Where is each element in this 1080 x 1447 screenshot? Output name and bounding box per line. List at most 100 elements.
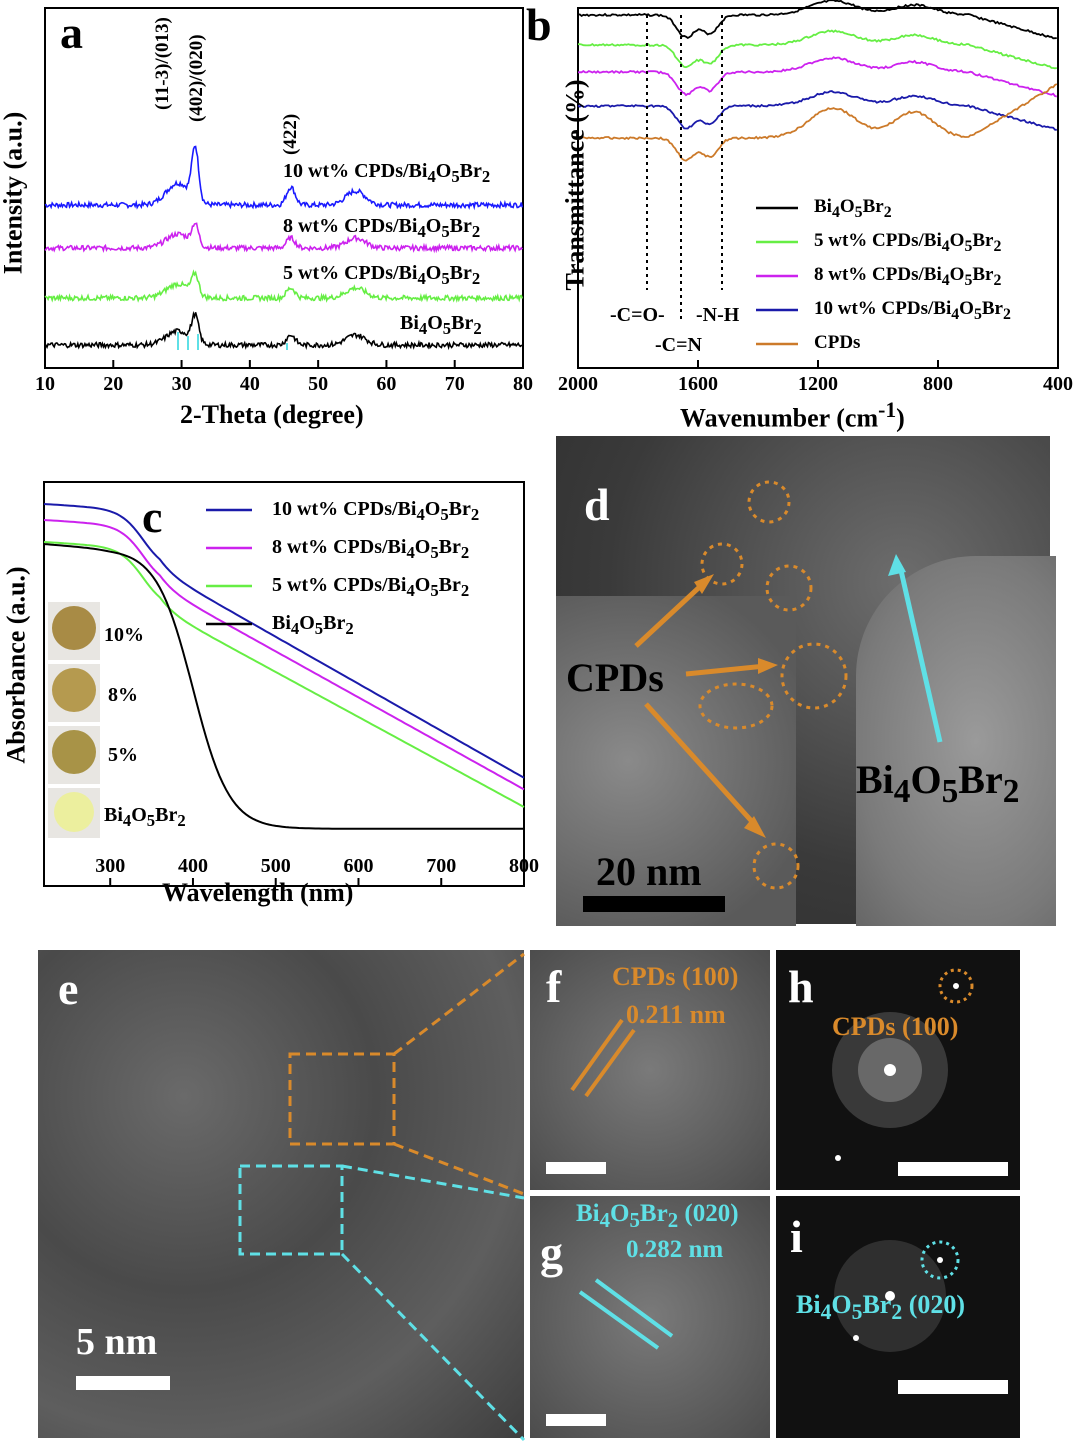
uvvis-ticks: 300 400 500 600 700 800 [95,855,539,886]
xrd-tick-label: 70 [445,373,465,395]
uvvis-chart: 300 400 500 600 700 800 [43,481,539,887]
uvvis-xlabel: Wavelength (nm) [162,878,354,907]
ftir-series-3 [577,90,1057,131]
xrd-tick-label: 30 [172,373,192,395]
uvvis-tick-label: 700 [426,855,456,877]
i-plane-label: Bi4O5Br2 (020) [796,1290,966,1325]
ftir-ticks: 2000 1600 1200 800 400 [558,360,1073,395]
xrd-series-label-5: 5 wt% CPDs/Bi4O5Br2 [283,262,481,288]
scale-bar-e [76,1376,170,1390]
xrd-series-2 [44,269,524,304]
ftir-series-4 [577,83,1058,162]
ftir-legend-0: Bi4O5Br2 [814,196,892,221]
xrd-chart: 10 20 30 40 50 60 70 80 [35,7,533,395]
xrd-series-group [44,145,524,351]
ftir-ylabel: Transmittance (%) [560,79,590,291]
f-plane-label: CPDs (100) [612,962,739,991]
photo-label-10: 10% [104,624,144,646]
uvvis-tick-label: 600 [343,855,373,877]
uvvis-series-0 [43,503,525,779]
uvvis-legend-2: 5 wt% CPDs/Bi4O5Br2 [272,574,470,600]
xrd-series-label-10: 10 wt% CPDs/Bi4O5Br2 [283,160,491,186]
xrd-series-1 [44,222,523,254]
xrd-xlabel: 2-Theta (degree) [180,400,364,429]
ftir-tick-label: 800 [923,373,953,395]
xrd-series-label-bi: Bi4O5Br2 [400,312,482,338]
ftir-legend-4: CPDs [814,332,861,353]
ftir-tick-label: 1600 [678,373,718,395]
xrd-tick-label: 20 [103,373,123,395]
panel-e-letter: e [58,963,79,1014]
sample-photos [48,602,100,838]
i-annotations [834,1240,1008,1394]
ftir-tick-label: 1200 [798,373,838,395]
panel-g-letter: g [540,1227,563,1278]
ftir-bond-co: -C=O- [610,304,665,326]
scale-bar-f [546,1162,606,1174]
xrd-tick-label: 50 [308,373,328,395]
uvvis-tick-label: 800 [509,855,539,877]
photo-label-8: 8% [108,684,138,706]
orange-zoom-box [288,1052,396,1146]
ftir-series-2 [577,56,1057,98]
h-annotations [832,968,1008,1176]
hrtem-e-annotations [76,952,526,1442]
uvvis-legend-3: Bi4O5Br2 [272,612,354,638]
cpd-circles [698,480,848,890]
uvvis-series-group [43,503,525,830]
xrd-tick-label: 80 [513,373,533,395]
ftir-series-0 [577,0,1057,40]
xrd-tick-label: 10 [35,373,55,395]
ftir-bond-nh: -N-H [696,304,740,326]
ftir-legend-3: 10 wt% CPDs/Bi4O5Br2 [814,298,1011,323]
f-spacing-label: 0.211 nm [626,1000,726,1029]
g-spacing-label: 0.282 nm [626,1236,724,1263]
ftir-series-1 [577,29,1057,70]
panel-i-letter: i [790,1211,803,1262]
tem-image-d [556,436,1056,926]
hrtem-image-g [530,1196,770,1438]
uvvis-ylabel: Absorbance (a.u.) [1,566,31,764]
bi4o5br2-particle-region [856,556,1056,926]
panel-c-letter: c [142,491,163,542]
uvvis-tick-label: 400 [178,855,208,877]
ftir-tick-label: 2000 [558,373,598,395]
g-annotations [546,1278,674,1426]
tem-d-cpds-label: CPDs [566,655,664,700]
uvvis-plot-frame [43,481,525,887]
scale-bar-d [583,896,725,912]
ftir-series-group [577,0,1058,162]
photo-label-bi: Bi4O5Br2 [104,804,186,830]
ftir-tick-label: 400 [1043,373,1073,395]
tem-d-scale-text: 20 nm [596,849,702,894]
panel-d-letter: d [584,479,610,530]
ftir-xlabel: Wavenumber (cm-1) [680,398,905,433]
panel-a-letter: a [60,7,83,58]
ftir-bond-guides [646,15,723,320]
xrd-ticks: 10 20 30 40 50 60 70 80 [35,360,533,395]
cyan-zoom-box [238,1164,344,1256]
xrd-tick-label: 60 [376,373,396,395]
scale-bar-h [898,1162,1008,1176]
xrd-tick-label: 40 [240,373,260,395]
panel-b-letter: b [526,0,552,50]
xrd-plot-frame [44,7,524,369]
xrd-reference-sticks [177,332,288,350]
bi-arrow [897,565,943,743]
f-annotations [546,1018,636,1174]
ftir-legend [756,206,798,346]
ftir-legend-2: 8 wt% CPDs/Bi4O5Br2 [814,264,1002,289]
ftir-bond-cn: -C=N [655,334,702,356]
scale-bar-g [546,1414,606,1426]
uvvis-legend-0: 10 wt% CPDs/Bi4O5Br2 [272,498,480,524]
xrd-series-0 [44,145,524,211]
panel-h-letter: h [788,961,814,1012]
tem-e-scale-text: 5 nm [76,1321,158,1363]
ftir-chart: 2000 1600 1200 800 400 [558,0,1073,395]
g-plane-label: Bi4O5Br2 (020) [576,1200,739,1232]
scale-bar-i [898,1380,1008,1394]
uvvis-tick-label: 300 [95,855,125,877]
uvvis-series-1 [43,519,525,791]
uvvis-legend-1: 8 wt% CPDs/Bi4O5Br2 [272,536,470,562]
uvvis-series-3 [43,543,524,830]
